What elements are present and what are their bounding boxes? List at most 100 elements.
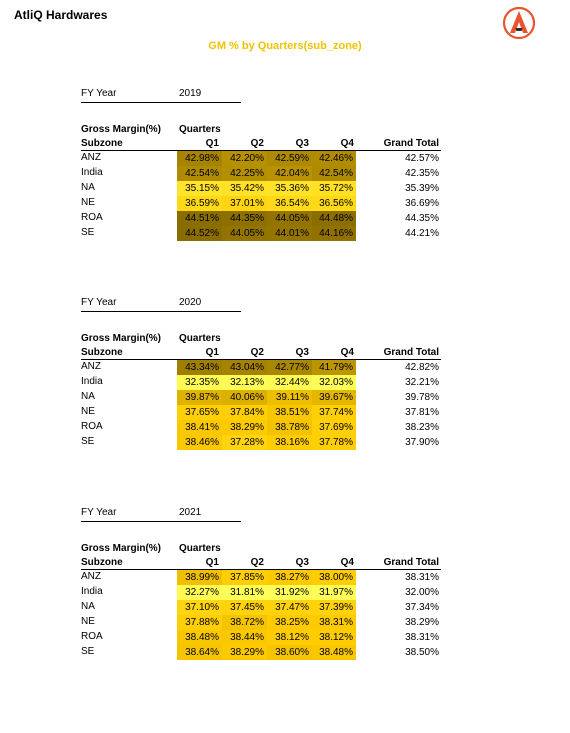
subzone-name: ANZ	[81, 571, 101, 582]
margin-cell: 42.77%	[267, 360, 312, 375]
fy-year-filter[interactable]: FY Year 2019	[81, 88, 241, 103]
margin-cell: 39.67%	[312, 390, 356, 405]
margin-cell: 42.54%	[177, 166, 222, 181]
quarter-header-q3: Q3	[295, 138, 309, 149]
margin-cell: 38.00%	[312, 570, 356, 585]
fy-year-label: FY Year	[81, 88, 117, 99]
margin-cell: 38.78%	[267, 420, 312, 435]
table-row: ROA 38.41% 38.29% 38.78% 37.69% 38.23%	[81, 420, 441, 435]
margin-cell: 44.01%	[267, 226, 312, 241]
grand-total-cell: 38.23%	[405, 422, 439, 433]
margin-cell: 38.12%	[267, 630, 312, 645]
table-body: ANZ 38.99% 37.85% 38.27% 38.00% 38.31% India 32…	[81, 570, 441, 660]
quarters-group-label: Quarters	[179, 333, 221, 344]
margin-cell: 44.52%	[177, 226, 222, 241]
margin-cell: 37.45%	[222, 600, 267, 615]
table-row: NE 37.65% 37.84% 38.51% 37.74% 37.81%	[81, 405, 441, 420]
margin-cell: 44.16%	[312, 226, 356, 241]
fy-year-filter[interactable]: FY Year 2020	[81, 297, 241, 312]
fy-year-value: 2021	[179, 507, 202, 518]
margin-cell: 35.15%	[177, 181, 222, 196]
table-row: ANZ 38.99% 37.85% 38.27% 38.00% 38.31%	[81, 570, 441, 585]
subzone-name: ANZ	[81, 152, 101, 163]
margin-cell: 37.84%	[222, 405, 267, 420]
margin-cell: 37.10%	[177, 600, 222, 615]
fy-year-value: 2020	[179, 297, 202, 308]
margin-cell: 37.74%	[312, 405, 356, 420]
margin-cell: 37.78%	[312, 435, 356, 450]
grand-total-header: Grand Total	[383, 557, 439, 568]
margin-cell: 44.48%	[312, 211, 356, 226]
grand-total-cell: 42.35%	[405, 168, 439, 179]
measure-label: Gross Margin(%)	[81, 543, 162, 554]
margin-cell: 37.85%	[222, 570, 267, 585]
quarter-header-q3: Q3	[295, 347, 309, 358]
margin-cell: 35.42%	[222, 181, 267, 196]
margin-cell: 37.28%	[222, 435, 267, 450]
margin-cell: 31.97%	[312, 585, 356, 600]
margin-cell: 38.31%	[312, 615, 356, 630]
table-row: NE 37.88% 38.72% 38.25% 38.31% 38.29%	[81, 615, 441, 630]
table-row: ROA 38.48% 38.44% 38.12% 38.12% 38.31%	[81, 630, 441, 645]
margin-cell: 44.35%	[222, 211, 267, 226]
subzone-name: ROA	[81, 212, 103, 223]
subzone-name: ROA	[81, 421, 103, 432]
grand-total-cell: 37.81%	[405, 407, 439, 418]
margin-cell: 38.72%	[222, 615, 267, 630]
margin-cell: 43.04%	[222, 360, 267, 375]
company-name: AtliQ Hardwares	[14, 8, 108, 22]
subzone-name: NE	[81, 406, 95, 417]
margin-cell: 37.65%	[177, 405, 222, 420]
margin-cell: 38.12%	[312, 630, 356, 645]
subzone-name: ANZ	[81, 361, 101, 372]
margin-cell: 36.54%	[267, 196, 312, 211]
table-body: ANZ 42.98% 42.20% 42.59% 42.46% 42.57% India 42…	[81, 151, 441, 241]
grand-total-header: Grand Total	[383, 347, 439, 358]
margin-cell: 31.81%	[222, 585, 267, 600]
margin-cell: 38.48%	[312, 645, 356, 660]
margin-cell: 42.25%	[222, 166, 267, 181]
quarter-header-q1: Q1	[205, 557, 219, 568]
table-row: SE 38.46% 37.28% 38.16% 37.78% 37.90%	[81, 435, 441, 450]
measure-label: Gross Margin(%)	[81, 333, 162, 344]
atliq-logo-icon	[502, 6, 536, 40]
table-row: NA 39.87% 40.06% 39.11% 39.67% 39.78%	[81, 390, 441, 405]
margin-cell: 38.27%	[267, 570, 312, 585]
quarter-header-q2: Q2	[250, 347, 264, 358]
grand-total-cell: 38.31%	[405, 572, 439, 583]
fy-year-filter[interactable]: FY Year 2021	[81, 507, 241, 522]
subzone-name: NA	[81, 601, 95, 612]
margin-cell: 42.59%	[267, 151, 312, 166]
grand-total-header: Grand Total	[383, 138, 439, 149]
table-row: India 32.35% 32.13% 32.44% 32.03% 32.21%	[81, 375, 441, 390]
margin-cell: 36.59%	[177, 196, 222, 211]
fy-year-label: FY Year	[81, 507, 117, 518]
table-row: ANZ 43.34% 43.04% 42.77% 41.79% 42.82%	[81, 360, 441, 375]
grand-total-cell: 35.39%	[405, 183, 439, 194]
margin-cell: 38.48%	[177, 630, 222, 645]
margin-cell: 44.05%	[267, 211, 312, 226]
margin-cell: 38.44%	[222, 630, 267, 645]
margin-cell: 32.03%	[312, 375, 356, 390]
margin-cell: 36.56%	[312, 196, 356, 211]
margin-cell: 38.60%	[267, 645, 312, 660]
subzone-name: NE	[81, 616, 95, 627]
grand-total-cell: 39.78%	[405, 392, 439, 403]
margin-cell: 37.47%	[267, 600, 312, 615]
margin-cell: 32.35%	[177, 375, 222, 390]
margin-cell: 42.98%	[177, 151, 222, 166]
subzone-name: India	[81, 167, 103, 178]
table-header-row-2: Subzone Q1 Q2 Q3 Q4 Grand Total	[81, 347, 441, 360]
table-row: ROA 44.51% 44.35% 44.05% 44.48% 44.35%	[81, 211, 441, 226]
grand-total-cell: 37.34%	[405, 602, 439, 613]
quarter-header-q2: Q2	[250, 138, 264, 149]
margin-cell: 37.88%	[177, 615, 222, 630]
margin-cell: 39.11%	[267, 390, 312, 405]
grand-total-cell: 44.35%	[405, 213, 439, 224]
margin-cell: 38.99%	[177, 570, 222, 585]
grand-total-cell: 42.57%	[405, 153, 439, 164]
subzone-name: NA	[81, 391, 95, 402]
table-row: India 32.27% 31.81% 31.92% 31.97% 32.00%	[81, 585, 441, 600]
grand-total-cell: 32.00%	[405, 587, 439, 598]
margin-cell: 40.06%	[222, 390, 267, 405]
